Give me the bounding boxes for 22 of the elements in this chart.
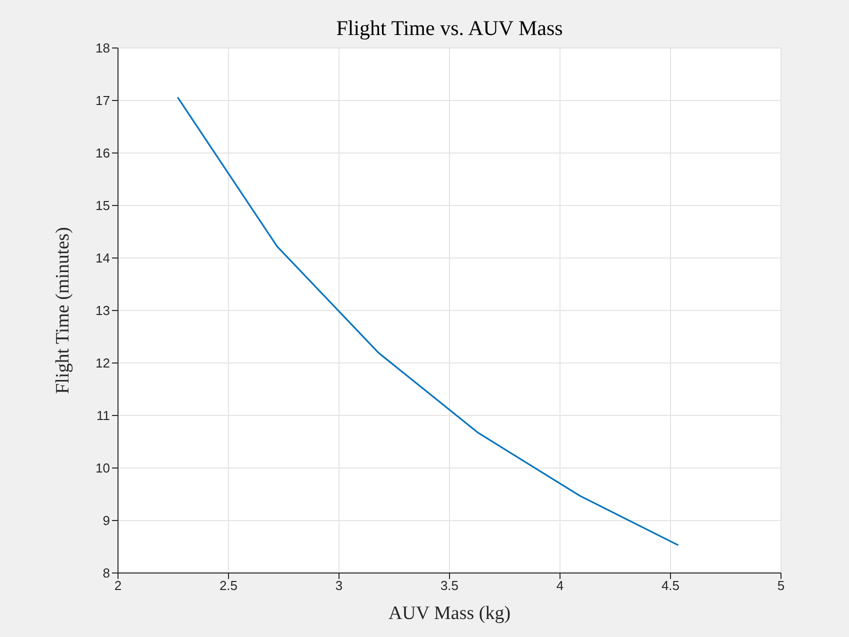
y-tick-label: 9	[102, 513, 110, 528]
y-tick-label: 18	[96, 40, 110, 56]
x-tick-label: 2.5	[219, 578, 238, 594]
line-series	[176, 96, 680, 546]
x-tick-label: 3	[335, 578, 343, 594]
y-axis-title: Flight Time (minutes)	[52, 227, 74, 394]
x-tick-label: 2	[114, 578, 122, 594]
y-tick-label: 17	[96, 93, 110, 108]
y-tick-label: 13	[96, 303, 110, 318]
y-tick-label: 15	[96, 198, 110, 214]
x-tick-label: 5	[777, 578, 785, 594]
x-tick-label: 3.5	[440, 578, 459, 594]
y-tick-label: 16	[96, 146, 110, 161]
x-axis-title: AUV Mass (kg)	[388, 603, 511, 624]
y-tick-label: 10	[96, 460, 110, 476]
y-tick-label: 12	[96, 356, 110, 371]
chart-title: Flight Time vs. AUV Mass	[335, 16, 564, 41]
x-tick-label: 4.5	[661, 578, 680, 594]
y-tick-label: 14	[96, 250, 110, 266]
y-tick-label: 11	[96, 408, 110, 424]
y-tick-label: 8	[102, 566, 110, 581]
x-tick-label: 4	[556, 578, 564, 594]
